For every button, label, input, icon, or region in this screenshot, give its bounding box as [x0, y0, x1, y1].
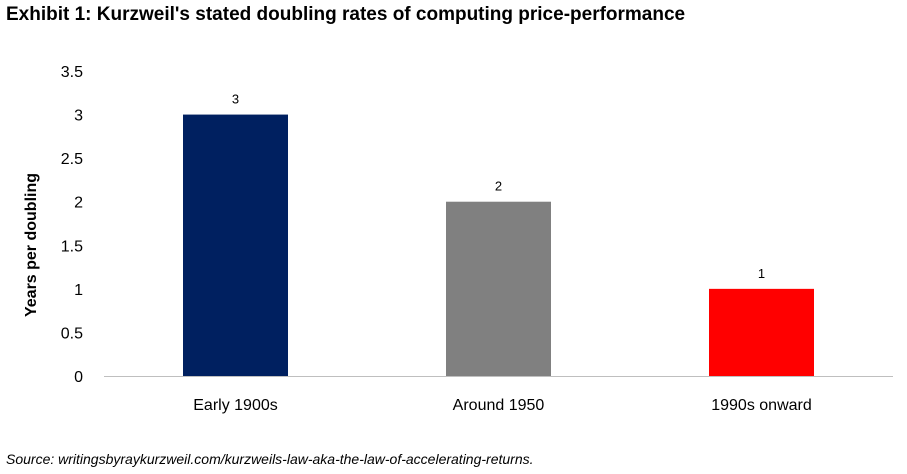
x-tick-label: Around 1950	[453, 397, 545, 414]
bar	[446, 201, 551, 376]
bar	[183, 114, 288, 377]
y-tick-label: 2.5	[61, 151, 83, 168]
x-tick-label: Early 1900s	[193, 397, 278, 414]
y-tick-label: 1	[74, 282, 83, 299]
x-tick-label: 1990s onward	[711, 397, 812, 414]
y-tick-label: 3.5	[61, 64, 83, 81]
chart-title: Exhibit 1: Kurzweil's stated doubling ra…	[6, 4, 686, 25]
y-tick-label: 0	[74, 369, 83, 386]
bar	[709, 288, 814, 376]
y-tick-label: 3	[74, 108, 83, 125]
data-label: 1	[758, 266, 765, 281]
y-tick-label: 0.5	[61, 325, 83, 342]
source-note: Source: writingsbyraykurzweil.com/kurzwe…	[6, 451, 534, 467]
data-label: 3	[232, 92, 239, 107]
data-label: 2	[495, 179, 502, 194]
y-axis-label: Years per doubling	[23, 173, 40, 317]
y-tick-label: 2	[74, 195, 83, 212]
y-tick-label: 1.5	[61, 238, 83, 255]
